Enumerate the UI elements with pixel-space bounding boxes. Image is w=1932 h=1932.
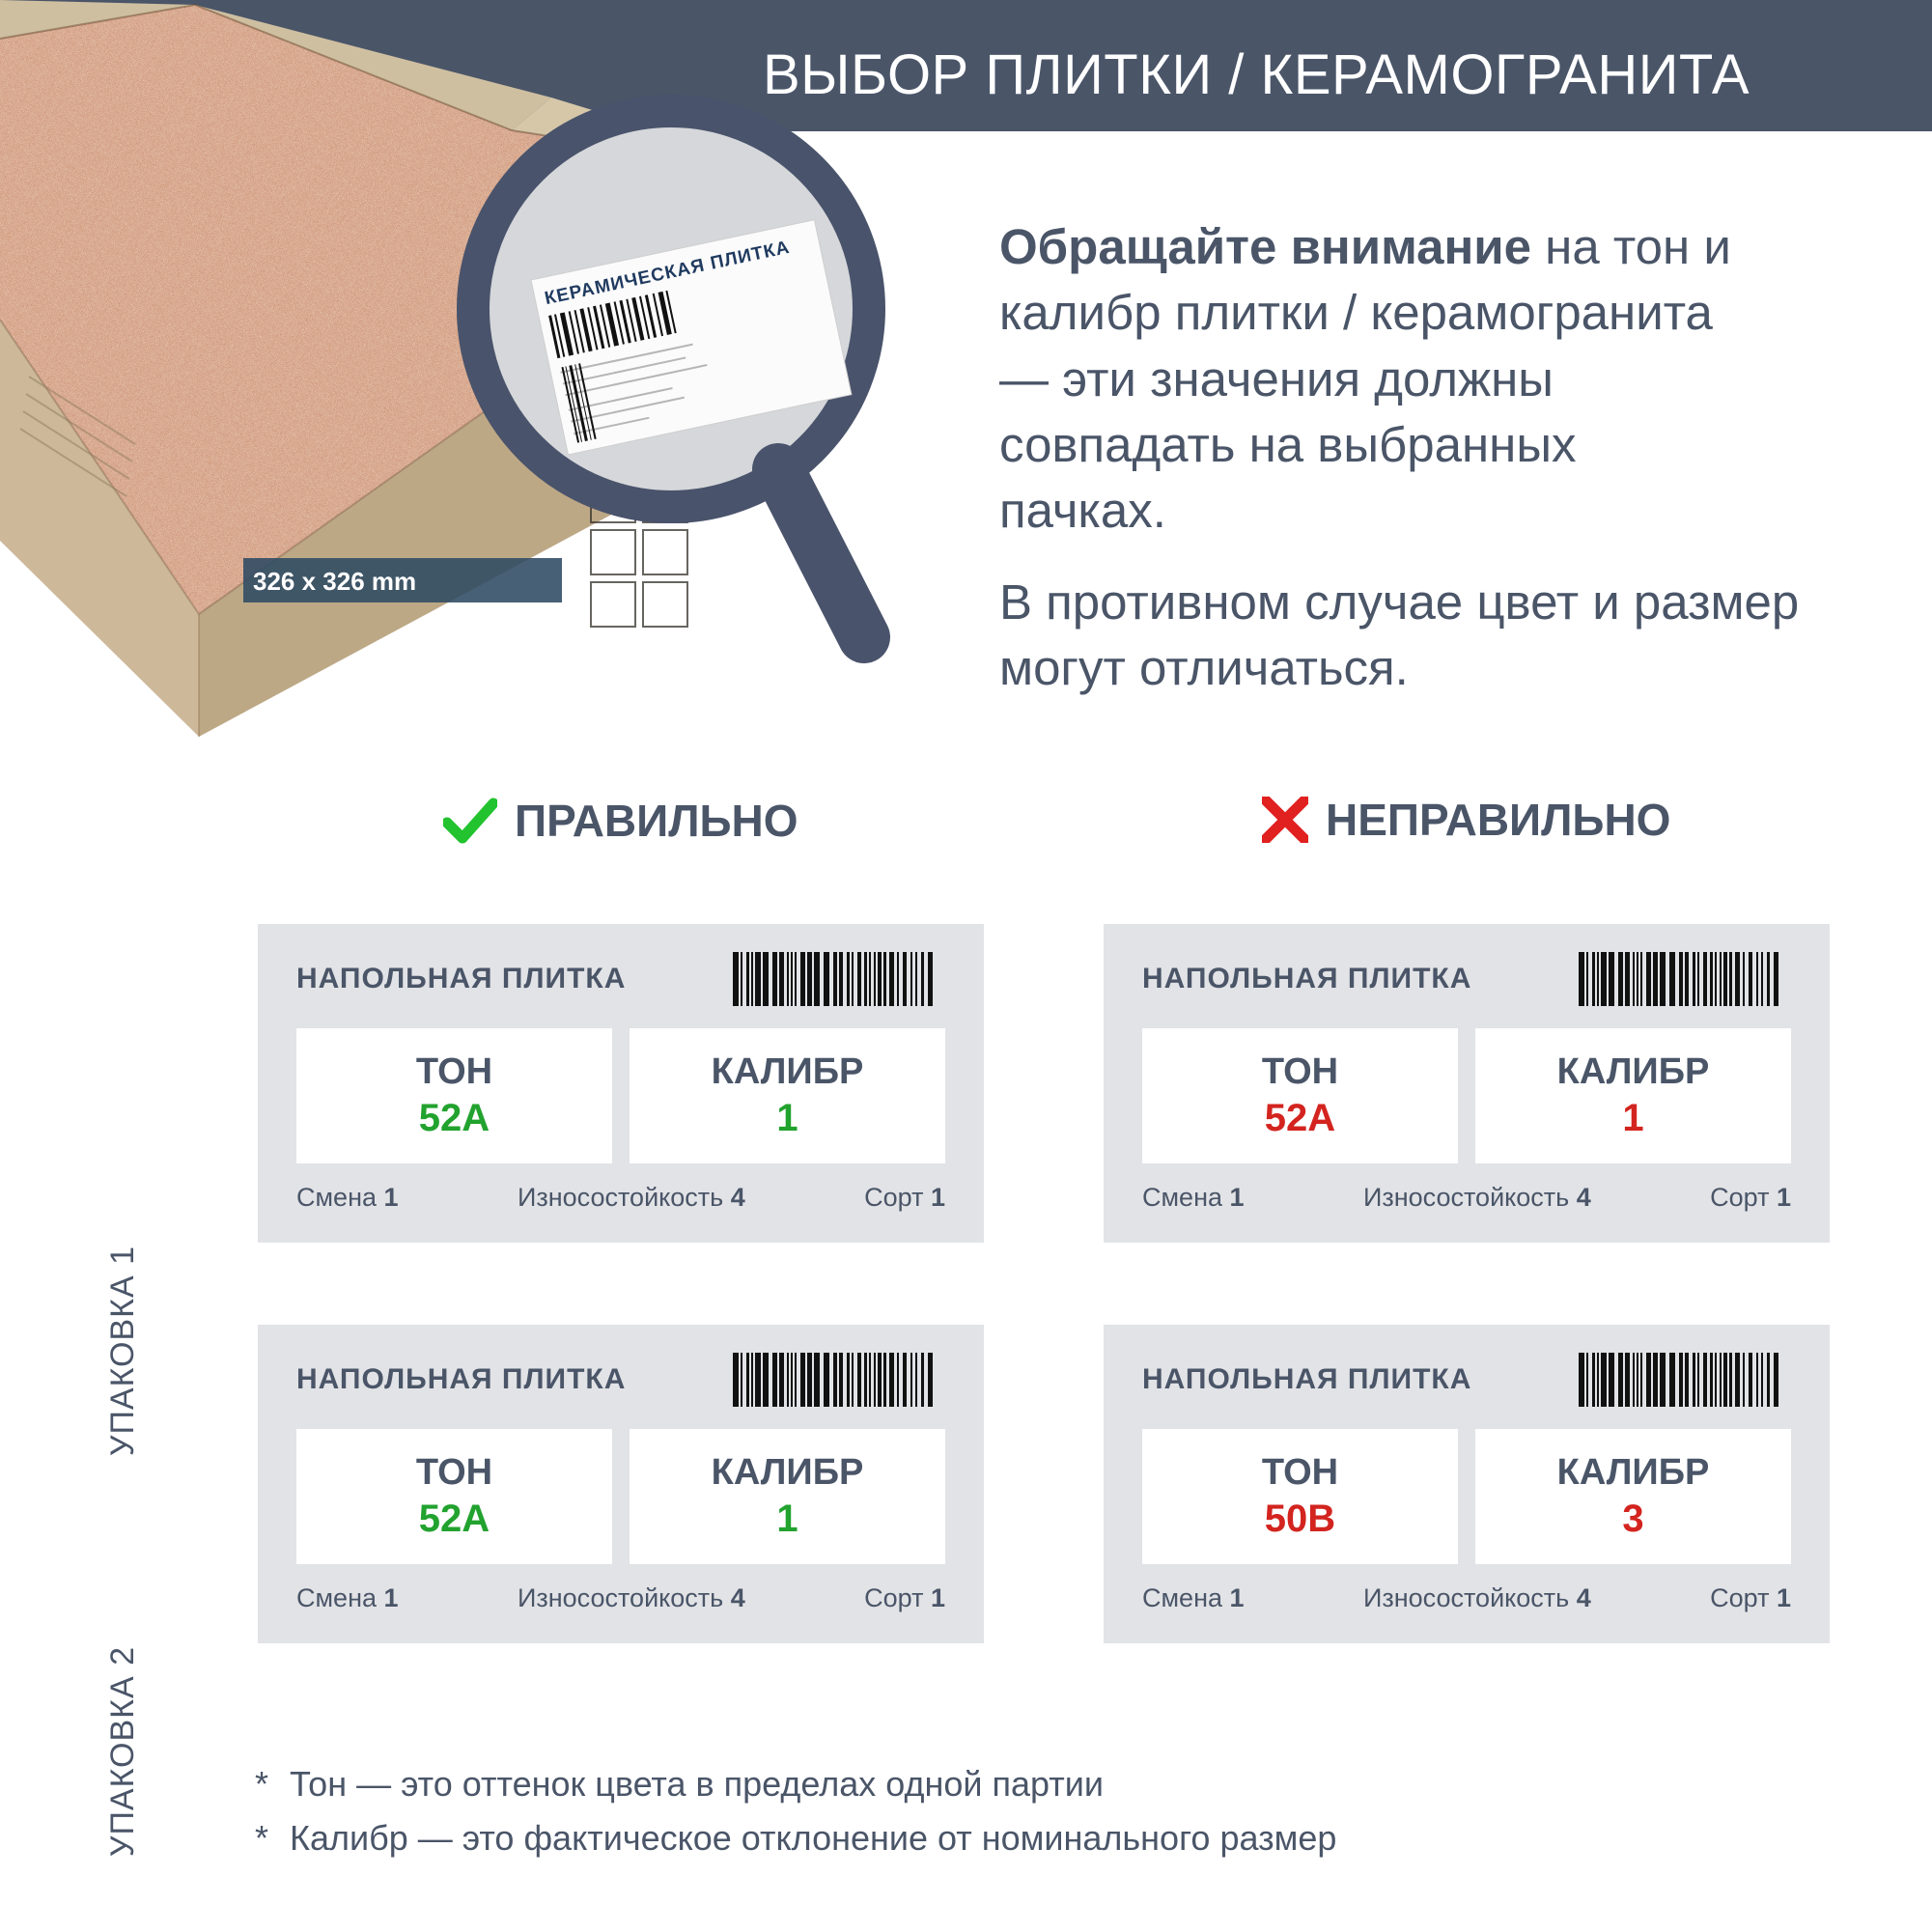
svg-text:326 x 326 mm: 326 x 326 mm — [253, 567, 416, 596]
